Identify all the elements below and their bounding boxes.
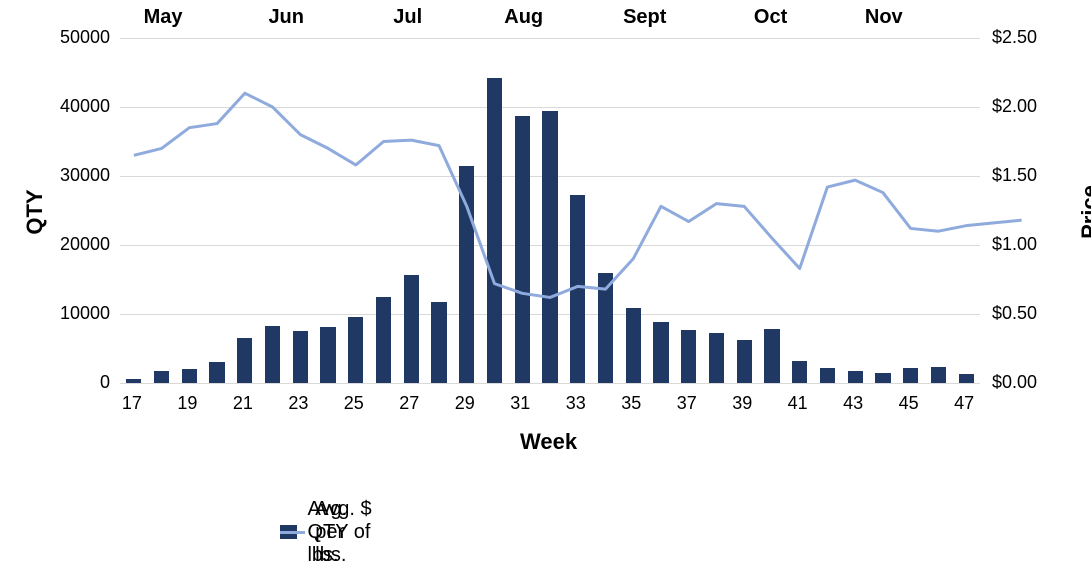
x-tick: 41 (788, 393, 808, 414)
y-right-tick: $0.50 (992, 303, 1037, 324)
legend-item-line: Avg. $ per lbs. (280, 498, 380, 567)
y-left-tick: 40000 (60, 96, 110, 117)
y-right-axis-title: Price (1077, 182, 1091, 242)
x-tick: 39 (732, 393, 752, 414)
price-line (134, 93, 1022, 297)
month-label: Oct (754, 6, 787, 29)
y-left-tick: 10000 (60, 303, 110, 324)
y-right-tick: $2.50 (992, 27, 1037, 48)
month-label: Nov (865, 6, 903, 29)
month-label: Jul (393, 6, 422, 29)
y-left-tick: 50000 (60, 27, 110, 48)
x-tick: 33 (566, 393, 586, 414)
x-tick: 19 (177, 393, 197, 414)
x-tick: 43 (843, 393, 863, 414)
x-axis-title: Week (520, 429, 577, 455)
x-tick: 21 (233, 393, 253, 414)
month-label: Aug (504, 6, 543, 29)
y-right-tick: $2.00 (992, 96, 1037, 117)
y-right-tick: $0.00 (992, 372, 1037, 393)
y-left-tick: 20000 (60, 234, 110, 255)
month-label: May (144, 6, 183, 29)
line-swatch-icon (280, 531, 305, 534)
x-tick: 23 (288, 393, 308, 414)
y-left-tick: 0 (100, 372, 110, 393)
x-tick: 45 (899, 393, 919, 414)
x-tick: 27 (399, 393, 419, 414)
qty-price-chart: QTY Price Week Avg. QTY of lbs. Avg. $ p… (0, 0, 1091, 582)
month-label: Jun (268, 6, 304, 29)
x-tick: 17 (122, 393, 142, 414)
x-tick: 31 (510, 393, 530, 414)
y-left-tick: 30000 (60, 165, 110, 186)
x-tick: 25 (344, 393, 364, 414)
legend-line-label: Avg. $ per lbs. (315, 498, 379, 567)
x-tick: 35 (621, 393, 641, 414)
x-tick: 37 (677, 393, 697, 414)
month-label: Sept (623, 6, 666, 29)
price-line-layer (0, 0, 1091, 582)
y-right-tick: $1.50 (992, 165, 1037, 186)
x-tick: 29 (455, 393, 475, 414)
y-right-tick: $1.00 (992, 234, 1037, 255)
y-left-axis-title: QTY (22, 187, 48, 237)
x-tick: 47 (954, 393, 974, 414)
